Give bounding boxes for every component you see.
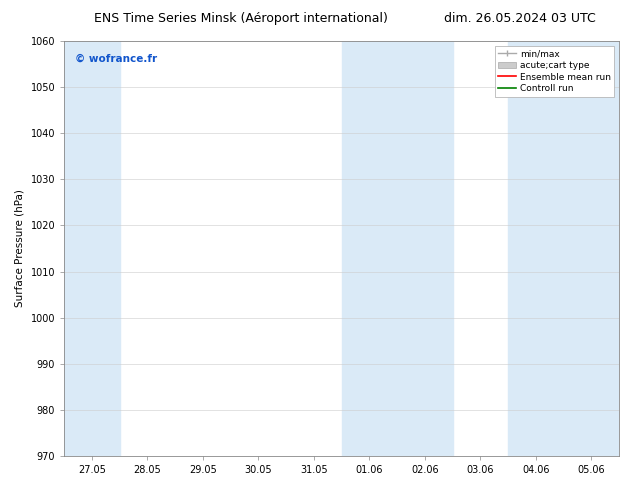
Legend: min/max, acute;cart type, Ensemble mean run, Controll run: min/max, acute;cart type, Ensemble mean … bbox=[495, 46, 614, 97]
Bar bbox=[397, 41, 453, 456]
Bar bbox=[342, 41, 397, 456]
Bar bbox=[64, 41, 120, 456]
Text: dim. 26.05.2024 03 UTC: dim. 26.05.2024 03 UTC bbox=[444, 12, 596, 25]
Text: ENS Time Series Minsk (Aéroport international): ENS Time Series Minsk (Aéroport internat… bbox=[94, 12, 388, 25]
Y-axis label: Surface Pressure (hPa): Surface Pressure (hPa) bbox=[15, 190, 25, 307]
Bar bbox=[508, 41, 564, 456]
Bar bbox=[564, 41, 619, 456]
Text: © wofrance.fr: © wofrance.fr bbox=[75, 53, 157, 64]
